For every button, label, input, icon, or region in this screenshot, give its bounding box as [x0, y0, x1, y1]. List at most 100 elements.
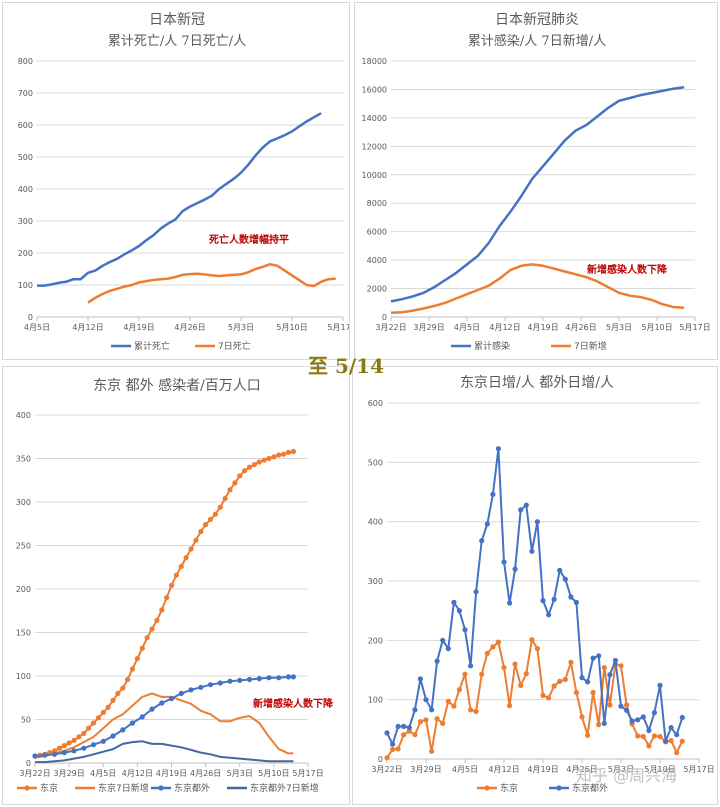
x-tick-label: 4月26日 — [190, 769, 221, 778]
x-tick-label: 5月17日 — [683, 765, 714, 774]
data-point — [523, 502, 529, 508]
data-point — [562, 576, 568, 582]
data-point — [134, 656, 140, 662]
data-point — [590, 689, 596, 696]
legend-label: 东京 — [40, 782, 58, 794]
data-point — [276, 675, 282, 681]
x-tick-label: 3月29日 — [413, 323, 444, 332]
data-point — [679, 738, 685, 744]
data-point — [159, 700, 165, 706]
x-tick-label: 3月29日 — [410, 765, 441, 774]
data-point — [546, 612, 552, 618]
x-tick-label: 3月22日 — [375, 323, 406, 332]
data-point — [473, 708, 479, 715]
data-point — [429, 748, 435, 754]
x-tick-label: 5月17日 — [679, 323, 710, 332]
data-point — [178, 690, 184, 696]
y-tick-label: 18000 — [362, 57, 387, 66]
y-tick-label: 100 — [18, 281, 33, 290]
data-point — [285, 449, 292, 455]
y-tick-label: 200 — [18, 249, 33, 258]
y-tick-label: 200 — [368, 636, 383, 645]
data-point — [551, 683, 557, 689]
chart-panel-japan-infections: 日本新冠肺炎 累计感染/人 7日新增/人 0 2000 4000 6000 8000 1000… — [354, 2, 718, 360]
data-point — [674, 732, 680, 738]
data-point — [261, 457, 267, 463]
series-line-2 — [34, 675, 294, 757]
y-tick-label: 800 — [18, 57, 33, 66]
data-point — [635, 717, 641, 723]
data-point — [529, 548, 535, 554]
legend-marker — [556, 785, 562, 791]
y-tick-label: 10000 — [362, 171, 387, 180]
y-tick-label: 4000 — [367, 256, 387, 265]
data-point — [468, 707, 474, 713]
data-point — [115, 690, 121, 696]
data-point — [232, 480, 238, 486]
data-point — [417, 676, 423, 682]
x-tick-label: 4月12日 — [488, 765, 519, 774]
y-tick-label: 400 — [16, 411, 31, 420]
x-tick-label: 5月17日 — [292, 769, 323, 778]
data-point — [81, 745, 87, 751]
series-line-0 — [386, 638, 684, 759]
series-line-1 — [34, 692, 294, 759]
data-point — [590, 655, 596, 661]
data-point — [624, 702, 630, 708]
data-point — [188, 546, 194, 552]
data-point — [518, 682, 524, 688]
data-point — [490, 491, 496, 497]
data-point — [635, 733, 641, 739]
data-point — [507, 703, 513, 709]
data-point — [679, 714, 685, 721]
data-point — [657, 733, 663, 740]
chart-title: 日本新冠 — [149, 12, 205, 28]
data-point — [71, 748, 77, 754]
data-point — [183, 555, 189, 561]
legend-label: 东京都外 — [174, 782, 210, 794]
data-point — [629, 718, 635, 724]
x-tick-label: 3月22日 — [19, 769, 50, 778]
y-tick-label: 2000 — [367, 285, 387, 294]
data-point — [168, 582, 175, 589]
data-point — [237, 473, 243, 479]
data-point — [607, 702, 613, 708]
data-point — [217, 680, 223, 686]
data-point — [173, 572, 179, 578]
date-label: 至 5/14 — [307, 354, 384, 378]
x-tick-label: 4月19日 — [156, 769, 187, 778]
data-point — [139, 714, 145, 720]
legend-marker — [24, 785, 30, 791]
chart-panel-japan-deaths: 日本新冠 累计死亡/人 7日死亡/人 0 100 200 300 400 500 600 700 8… — [2, 2, 350, 360]
data-point — [479, 538, 485, 544]
y-tick-label: 150 — [16, 629, 31, 638]
y-tick-label: 6000 — [367, 228, 387, 237]
data-point — [462, 671, 468, 677]
data-point — [86, 725, 92, 731]
data-point — [159, 607, 165, 613]
data-point — [271, 454, 277, 460]
data-point — [110, 733, 116, 739]
y-tick-label: 14000 — [362, 114, 387, 123]
data-point — [90, 720, 97, 726]
x-tick-label: 4月19日 — [123, 323, 154, 332]
data-point — [100, 709, 106, 716]
y-tick-label: 16000 — [362, 85, 387, 94]
data-point — [61, 743, 67, 749]
data-point — [557, 678, 563, 684]
y-tick-label: 500 — [368, 458, 383, 467]
data-point — [105, 704, 111, 710]
data-point — [251, 462, 257, 468]
data-point — [495, 639, 501, 645]
x-tick-label: 5月10日 — [644, 765, 675, 774]
data-point — [512, 566, 518, 572]
data-point — [490, 644, 496, 650]
data-point — [227, 678, 233, 684]
chart-tokyo-daily: 东京日增/人 都外日增/人 0 100 200 300 400 500 600 3月22日 3月2… — [368, 375, 715, 794]
x-tick-label: 5月17日 — [327, 323, 350, 332]
data-point — [523, 671, 529, 677]
y-tick-label: 50 — [21, 716, 31, 725]
data-point — [607, 672, 613, 678]
